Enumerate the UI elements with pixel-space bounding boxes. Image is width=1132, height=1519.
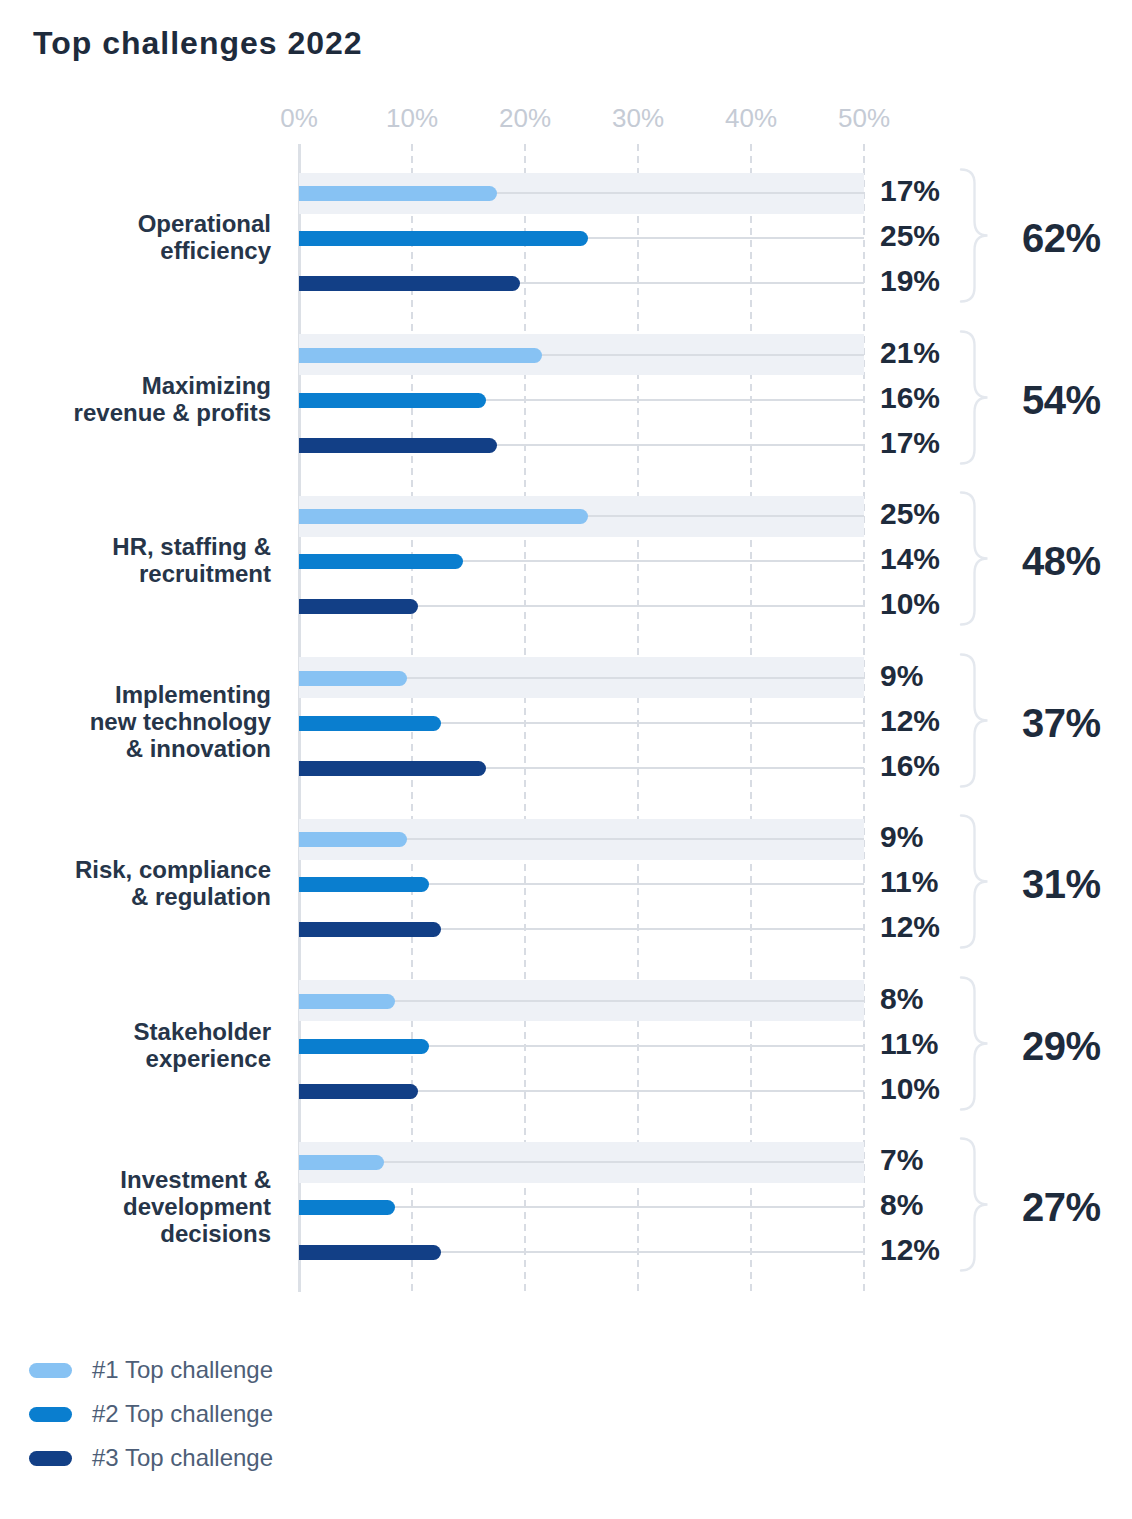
x-axis-tick-label: 40%	[706, 103, 796, 134]
bar-value-label: 8%	[880, 984, 923, 1014]
category-label: Stakeholder experience	[0, 1018, 271, 1072]
bar-value-label: 12%	[880, 912, 940, 942]
category-label: Investment & development decisions	[0, 1166, 271, 1247]
bar-value-label: 7%	[880, 1145, 923, 1175]
bar-value-label: 25%	[880, 221, 940, 251]
bar-value-label: 11%	[880, 867, 938, 897]
group-total-label: 27%	[1022, 1185, 1101, 1229]
brace-icon	[957, 491, 991, 630]
x-gridline	[637, 144, 639, 1292]
bar-rank3	[299, 761, 486, 776]
legend-label: #3 Top challenge	[92, 1444, 273, 1472]
x-gridline	[863, 144, 865, 1292]
chart-title: Top challenges 2022	[33, 25, 363, 62]
bar-rank3	[299, 922, 441, 937]
bar-rank3	[299, 599, 418, 614]
bar-value-label: 9%	[880, 822, 923, 852]
bar-value-label: 19%	[880, 266, 940, 296]
category-label: Risk, compliance & regulation	[0, 856, 271, 910]
bar-rank2	[299, 1039, 429, 1054]
bar-value-label: 25%	[880, 499, 940, 529]
bar-rank1	[299, 509, 588, 524]
category-label: Maximizing revenue & profits	[0, 372, 271, 426]
legend-label: #1 Top challenge	[92, 1356, 273, 1384]
group-total-label: 31%	[1022, 862, 1101, 906]
bar-value-label: 16%	[880, 383, 940, 413]
bar-rank2	[299, 554, 463, 569]
bar-rank2	[299, 231, 588, 246]
bar-value-label: 14%	[880, 544, 940, 574]
legend-swatch-rank2	[29, 1407, 72, 1422]
bar-value-label: 9%	[880, 661, 923, 691]
legend-item: #2 Top challenge	[29, 1400, 273, 1428]
category-label: HR, staffing & recruitment	[0, 533, 271, 587]
bar-value-label: 21%	[880, 338, 940, 368]
bar-rank3	[299, 1245, 441, 1260]
legend-swatch-rank3	[29, 1451, 72, 1466]
x-axis-tick-label: 30%	[593, 103, 683, 134]
bar-value-label: 17%	[880, 428, 940, 458]
x-axis-tick-label: 50%	[819, 103, 909, 134]
category-label: Operational efficiency	[0, 210, 271, 264]
brace-icon	[957, 976, 991, 1115]
bar-value-label: 12%	[880, 1235, 940, 1265]
x-axis-tick-label: 10%	[367, 103, 457, 134]
bar-value-label: 12%	[880, 706, 940, 736]
bar-value-label: 17%	[880, 176, 940, 206]
category-label: Implementing new technology & innovation	[0, 681, 271, 762]
bar-rank1	[299, 186, 497, 201]
legend-swatch-rank1	[29, 1363, 72, 1378]
bar-rank1	[299, 348, 542, 363]
bar-value-label: 8%	[880, 1190, 923, 1220]
bar-rank2	[299, 716, 441, 731]
bar-rank1	[299, 671, 407, 686]
brace-icon	[957, 330, 991, 469]
bar-rank3	[299, 276, 520, 291]
legend-item: #3 Top challenge	[29, 1444, 273, 1472]
bar-rank1	[299, 832, 407, 847]
group-total-label: 48%	[1022, 539, 1101, 583]
x-gridline	[750, 144, 752, 1292]
brace-icon	[957, 168, 991, 307]
bar-rank1	[299, 1155, 384, 1170]
bar-rank3	[299, 1084, 418, 1099]
brace-icon	[957, 653, 991, 792]
group-total-label: 54%	[1022, 378, 1101, 422]
bar-rank1	[299, 994, 395, 1009]
legend-item: #1 Top challenge	[29, 1356, 273, 1384]
legend-label: #2 Top challenge	[92, 1400, 273, 1428]
group-total-label: 62%	[1022, 216, 1101, 260]
x-axis-tick-label: 0%	[254, 103, 344, 134]
brace-icon	[957, 1137, 991, 1276]
group-total-label: 29%	[1022, 1024, 1101, 1068]
group-total-label: 37%	[1022, 701, 1101, 745]
bar-rank2	[299, 877, 429, 892]
bar-value-label: 16%	[880, 751, 940, 781]
chart-page: Top challenges 2022 0% 10% 20% 30% 40% 50% 17%…	[0, 0, 1132, 1519]
x-axis-tick-label: 20%	[480, 103, 570, 134]
bar-rank2	[299, 1200, 395, 1215]
bar-value-label: 10%	[880, 1074, 940, 1104]
bar-rank2	[299, 393, 486, 408]
brace-icon	[957, 814, 991, 953]
bar-value-label: 11%	[880, 1029, 938, 1059]
bar-value-label: 10%	[880, 589, 940, 619]
x-gridline	[524, 144, 526, 1292]
bar-rank3	[299, 438, 497, 453]
